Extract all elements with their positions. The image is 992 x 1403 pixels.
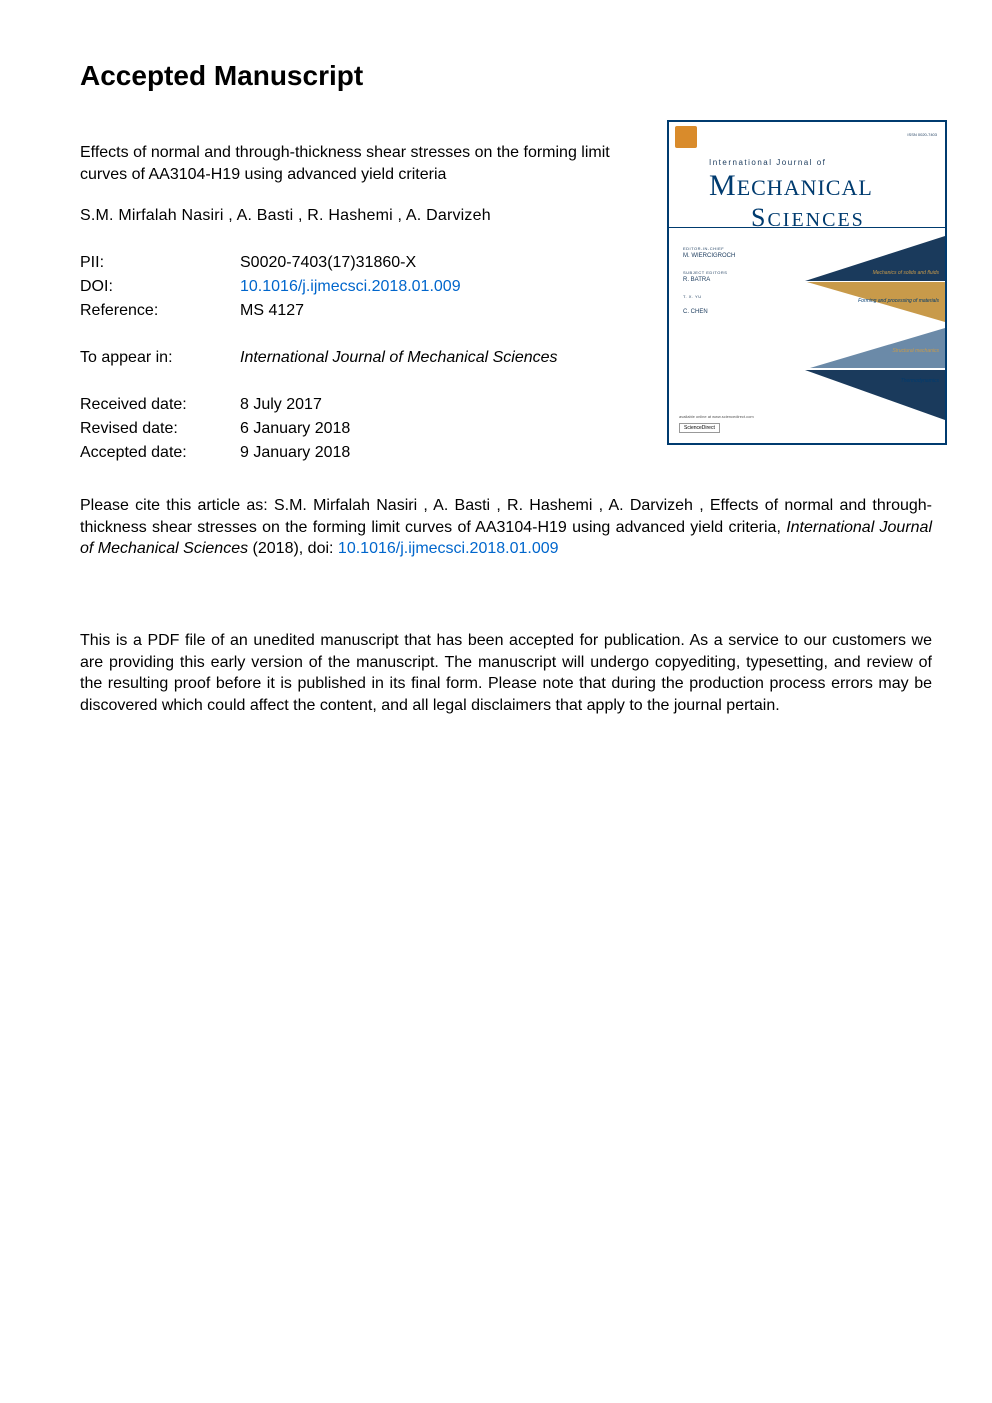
se1-name: R. BATRA — [683, 276, 735, 286]
accepted-label: Accepted date: — [80, 441, 240, 465]
received-value: 8 July 2017 — [240, 393, 322, 417]
revised-value: 6 January 2018 — [240, 417, 350, 441]
cover-mech-initial: M — [709, 169, 737, 202]
topic-2: Forming and processing of materials — [858, 298, 939, 304]
citation-block: Please cite this article as: S.M. Mirfal… — [80, 495, 932, 560]
page-heading: Accepted Manuscript — [80, 60, 932, 92]
se3-name: C. CHEN — [683, 308, 735, 318]
to-appear-value: International Journal of Mechanical Scie… — [240, 349, 558, 367]
revised-label: Revised date: — [80, 417, 240, 441]
doi-link[interactable]: 10.1016/j.ijmecsci.2018.01.009 — [240, 275, 461, 299]
journal-cover: ISSN 0020-7403 International Journal of … — [667, 120, 947, 445]
elsevier-logo-icon — [675, 126, 697, 148]
accepted-value: 9 January 2018 — [240, 441, 350, 465]
cover-issn: ISSN 0020-7403 — [907, 132, 937, 137]
disclaimer-text: This is a PDF file of an unedited manusc… — [80, 630, 932, 716]
topic-4: Thermodynamics — [901, 378, 939, 384]
cover-top-bar: ISSN 0020-7403 — [669, 122, 945, 150]
reference-value: MS 4127 — [240, 299, 304, 323]
cover-sciencedirect: ScienceDirect — [679, 423, 720, 433]
citation-doi-link[interactable]: 10.1016/j.ijmecsci.2018.01.009 — [338, 540, 559, 557]
cover-triangles: Mechanics of solids and fluids Forming a… — [800, 228, 945, 443]
topic-1: Mechanics of solids and fluids — [873, 270, 939, 276]
citation-year: (2018), doi: — [248, 540, 338, 557]
cover-url: available online at www.sciencedirect.co… — [679, 414, 754, 419]
article-title: Effects of normal and through-thickness … — [80, 142, 610, 185]
received-label: Received date: — [80, 393, 240, 417]
cover-body: EDITOR-IN-CHIEF M. WIERCIGROCH SUBJECT E… — [669, 228, 945, 443]
cover-intl-label: International Journal of — [709, 158, 933, 167]
to-appear-label: To appear in: — [80, 349, 240, 367]
cover-editors: EDITOR-IN-CHIEF M. WIERCIGROCH SUBJECT E… — [683, 246, 735, 326]
topic-3: Structural mechanics — [892, 348, 939, 354]
pii-label: PII: — [80, 251, 240, 275]
cover-title-band: International Journal of MECHANICAL SCIE… — [669, 150, 945, 228]
reference-label: Reference: — [80, 299, 240, 323]
cover-mech-rest: ECHANICAL — [737, 175, 873, 200]
cover-word-mechanical: MECHANICAL — [709, 169, 933, 203]
doi-label: DOI: — [80, 275, 240, 299]
eic-name: M. WIERCIGROCH — [683, 252, 735, 262]
se2-name: T. X. YU — [683, 294, 735, 300]
pii-value: S0020-7403(17)31860-X — [240, 251, 416, 275]
